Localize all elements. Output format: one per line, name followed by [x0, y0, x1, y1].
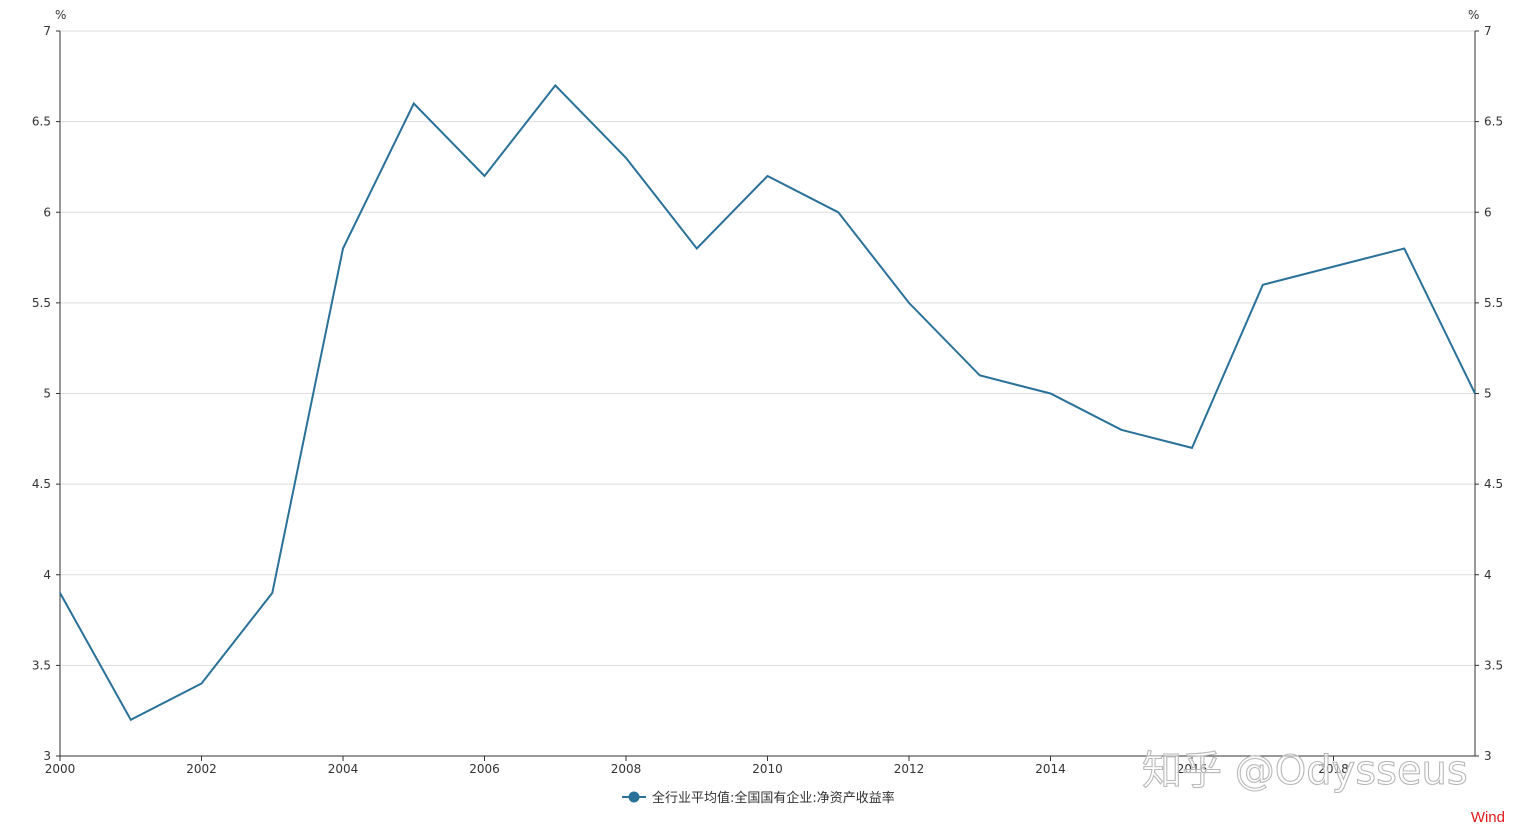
data-point — [694, 246, 699, 251]
data-point — [482, 174, 487, 179]
data-point — [1331, 264, 1336, 269]
x-tick-label: 2014 — [1035, 762, 1066, 776]
y-tick-label-right: 4 — [1484, 568, 1492, 582]
data-point — [1190, 445, 1195, 450]
data-point — [411, 101, 416, 106]
data-point — [553, 83, 558, 88]
x-tick-label: 2000 — [45, 762, 76, 776]
data-point — [977, 373, 982, 378]
y-tick-label-left: 7 — [43, 24, 51, 38]
x-tick-label: 2004 — [328, 762, 359, 776]
data-point — [199, 681, 204, 686]
y-tick-label-right: 5.5 — [1484, 296, 1503, 310]
x-tick-label: 2002 — [186, 762, 217, 776]
y-tick-label-left: 6.5 — [32, 115, 51, 129]
y-tick-label-right: 6.5 — [1484, 115, 1503, 129]
y-tick-label-right: 6 — [1484, 205, 1492, 219]
data-point — [1260, 282, 1265, 287]
data-point — [1473, 391, 1478, 396]
legend-label: 全行业平均值:全国国有企业:净资产收益率 — [652, 790, 895, 806]
y-tick-label-left: 3 — [43, 749, 51, 763]
data-point — [1119, 427, 1124, 432]
data-point — [836, 210, 841, 215]
y-axis-left-ticks: 3 3.5 4 4.5 5 5.5 6 6.5 7 — [32, 24, 60, 763]
y-tick-label-left: 5.5 — [32, 296, 51, 310]
x-tick-label: 2010 — [752, 762, 783, 776]
y-tick-label-right: 5 — [1484, 387, 1492, 401]
gridlines — [60, 30, 1475, 666]
y-tick-label-right: 3.5 — [1484, 658, 1503, 672]
legend-swatch-dot — [628, 791, 640, 803]
data-point — [765, 174, 770, 179]
data-point — [270, 590, 275, 595]
source-label: Wind — [1471, 809, 1505, 826]
x-tick-label: 2008 — [611, 762, 642, 776]
y-axis-left-unit: % — [55, 8, 66, 22]
x-axis-ticks: 2000 2002 2004 2006 2008 2010 2012 2014 2016 2018 — [45, 756, 1349, 776]
series-line — [59, 83, 1476, 722]
legend[interactable]: 全行业平均值:全国国有企业:净资产收益率 — [622, 790, 895, 806]
data-point — [624, 155, 629, 160]
data-point — [1402, 246, 1407, 251]
x-tick-label: 2006 — [469, 762, 500, 776]
y-tick-label-right: 3 — [1484, 749, 1492, 763]
series-layer — [58, 83, 1478, 722]
data-point — [1048, 391, 1053, 396]
y-tick-label-right: 7 — [1484, 24, 1492, 38]
y-tick-label-left: 6 — [43, 205, 51, 219]
watermark: 知乎 @Odysseus — [1142, 748, 1468, 794]
data-point — [907, 300, 912, 305]
x-tick-label: 2016 — [1177, 762, 1208, 776]
y-axis-right-ticks: 3 3.5 4 4.5 5 5.5 6 6.5 7 — [1475, 24, 1503, 763]
y-tick-label-right: 4.5 — [1484, 477, 1503, 491]
y-tick-label-left: 3.5 — [32, 658, 51, 672]
x-tick-label: 2018 — [1318, 762, 1349, 776]
data-point — [341, 246, 346, 251]
x-tick-label: 2012 — [894, 762, 925, 776]
y-tick-label-left: 4.5 — [32, 477, 51, 491]
y-tick-label-left: 4 — [43, 568, 51, 582]
data-point — [58, 590, 63, 595]
y-tick-label-left: 5 — [43, 387, 51, 401]
y-axis-right-unit: % — [1468, 8, 1479, 22]
data-point — [128, 717, 133, 722]
